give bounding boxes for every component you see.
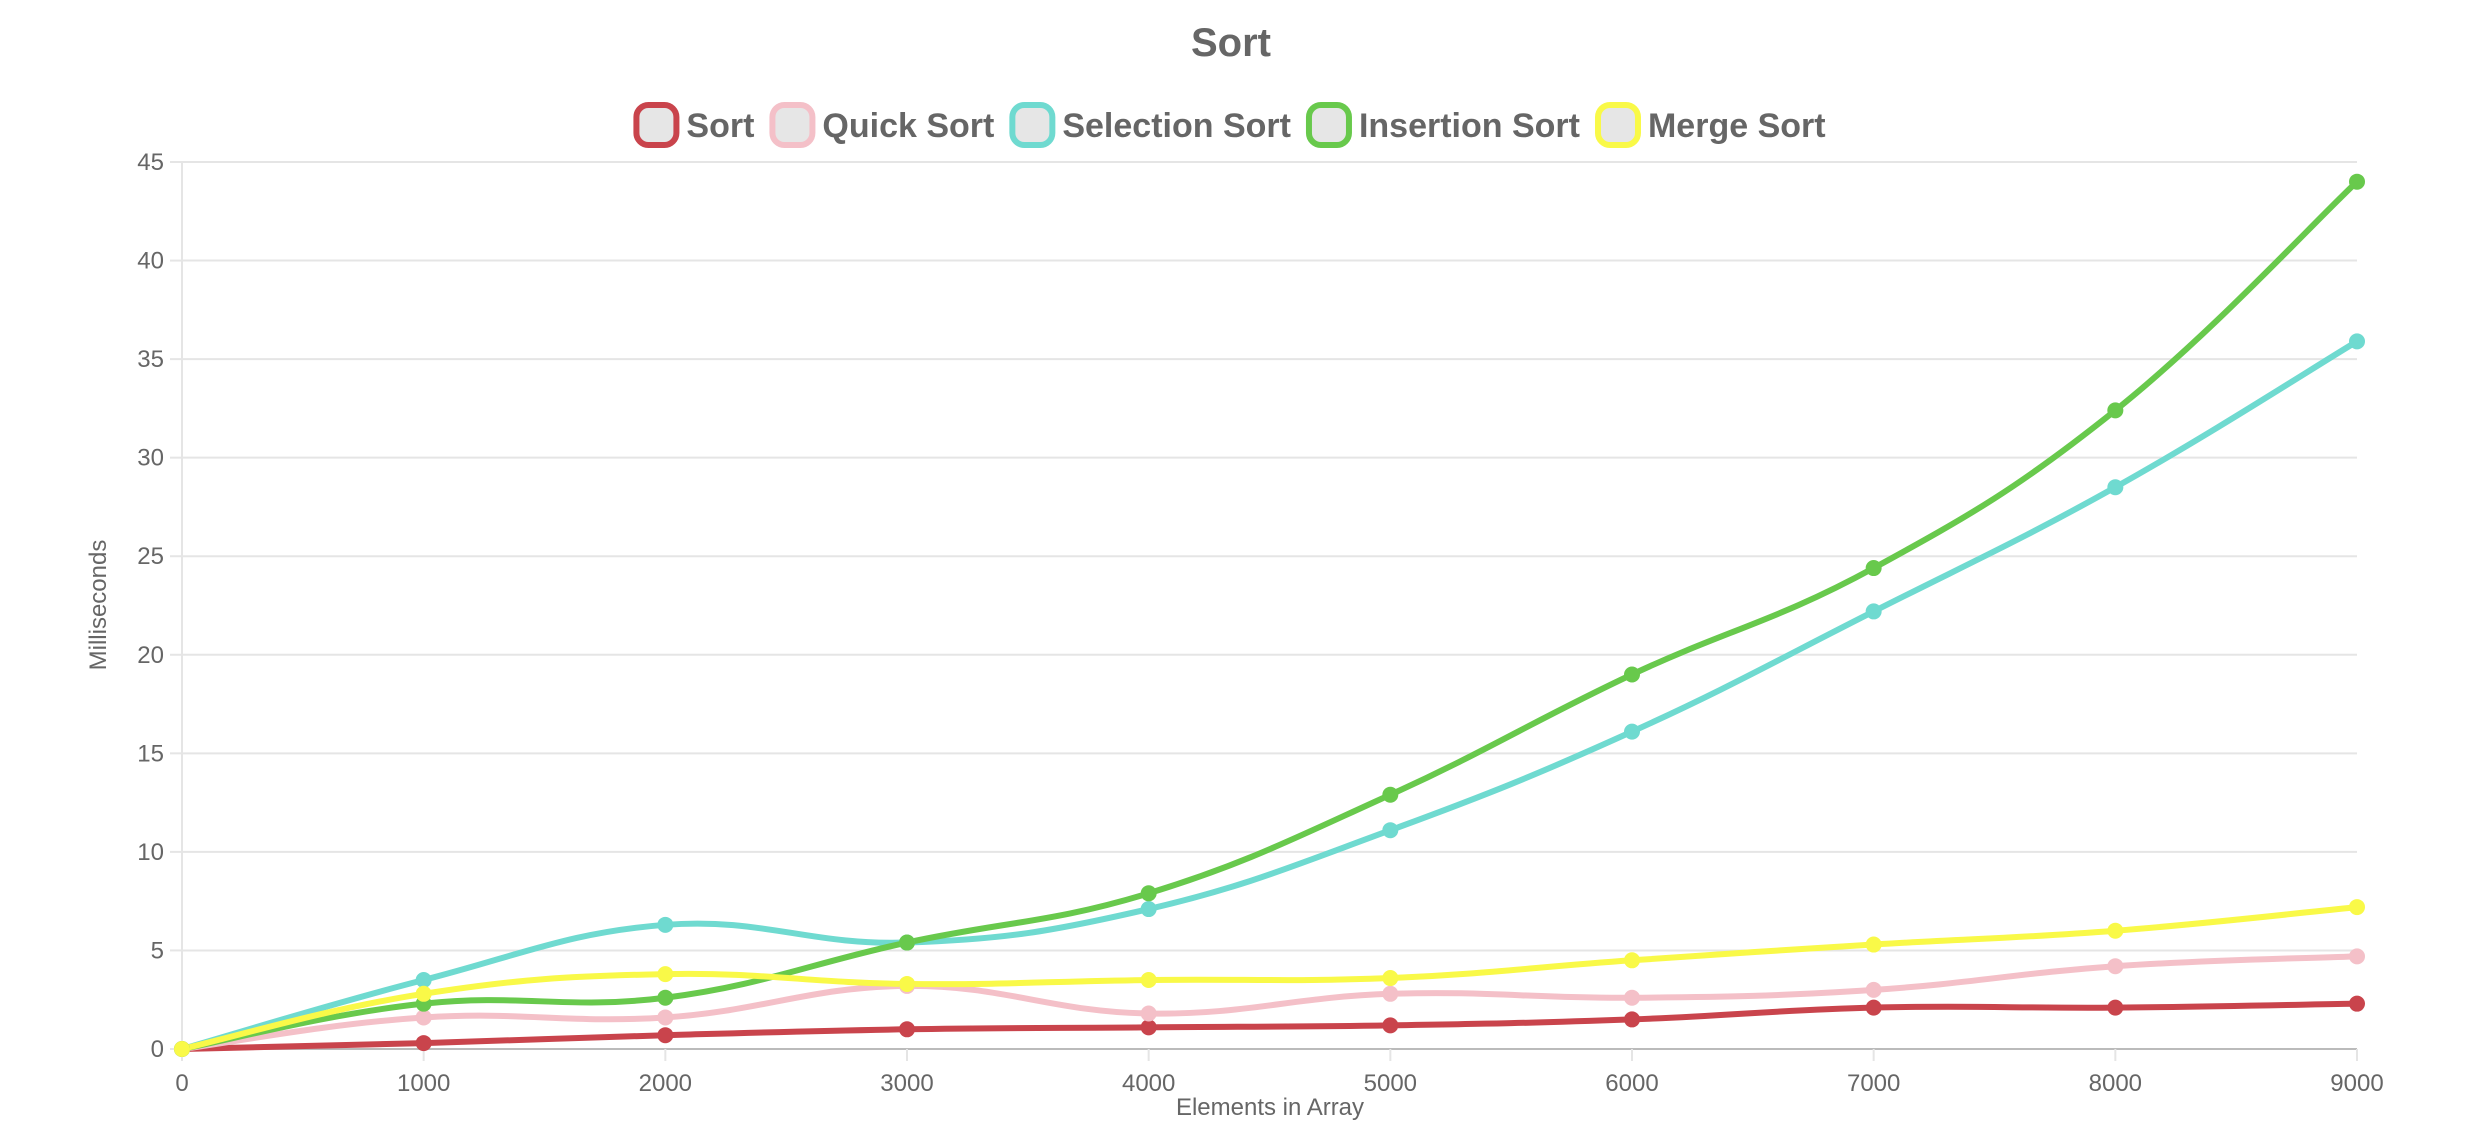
series-line-quick-sort	[179, 953, 2360, 1052]
series-points	[174, 173, 2365, 1057]
data-point-selection-sort[interactable]	[657, 916, 674, 933]
data-point-selection-sort[interactable]	[1140, 901, 1157, 918]
y-tick-label: 0	[151, 1036, 164, 1063]
legend-swatch	[633, 102, 680, 148]
data-point-sort[interactable]	[1624, 1011, 1640, 1028]
data-point-insertion-sort[interactable]	[2107, 402, 2124, 419]
data-point-insertion-sort[interactable]	[1624, 666, 1640, 683]
y-tick-label: 45	[137, 149, 164, 176]
data-point-selection-sort[interactable]	[1865, 603, 1882, 620]
x-tick-label: 2000	[639, 1070, 692, 1097]
grid	[170, 161, 2358, 1061]
data-point-insertion-sort[interactable]	[1382, 786, 1399, 803]
data-point-sort[interactable]	[1382, 1017, 1399, 1034]
series-lines	[179, 178, 2360, 1052]
data-point-selection-sort[interactable]	[2349, 333, 2365, 350]
data-point-insertion-sort[interactable]	[1865, 560, 1882, 577]
data-point-insertion-sort[interactable]	[899, 934, 915, 951]
x-tick-label: 5000	[1364, 1070, 1417, 1097]
data-point-sort[interactable]	[2349, 995, 2365, 1012]
x-tick-label: 8000	[2089, 1070, 2142, 1097]
data-point-sort[interactable]	[657, 1027, 674, 1044]
legend-label: Merge Sort	[1648, 107, 1826, 145]
data-point-merge-sort[interactable]	[415, 985, 432, 1002]
data-point-selection-sort[interactable]	[1382, 822, 1399, 839]
data-point-selection-sort[interactable]	[1624, 723, 1640, 740]
y-tick-label: 5	[151, 937, 164, 964]
data-point-sort[interactable]	[2107, 999, 2124, 1016]
legend-swatch	[1305, 102, 1352, 148]
x-tick-label: 1000	[397, 1070, 450, 1097]
y-axis-label: Milliseconds	[85, 540, 112, 671]
legend-item-merge-sort[interactable]: Merge Sort	[1594, 102, 1826, 148]
data-point-quick-sort[interactable]	[657, 1009, 674, 1026]
data-point-merge-sort[interactable]	[657, 966, 674, 983]
legend-item-quick-sort[interactable]: Quick Sort	[769, 102, 994, 148]
y-tick-label: 10	[137, 839, 164, 866]
data-point-merge-sort[interactable]	[899, 975, 915, 992]
x-axis: 0 1000 2000 3000 4000 5000 6000 7000 8000 9000	[175, 1070, 2383, 1097]
data-point-quick-sort[interactable]	[1382, 985, 1399, 1002]
legend-item-selection-sort[interactable]: Selection Sort	[1009, 102, 1291, 148]
data-point-quick-sort[interactable]	[1865, 981, 1882, 998]
x-axis-label: Elements in Array	[1176, 1094, 1364, 1121]
legend-item-sort[interactable]: Sort	[633, 102, 754, 148]
data-point-insertion-sort[interactable]	[2349, 173, 2365, 190]
x-tick-label: 3000	[880, 1070, 933, 1097]
y-tick-label: 35	[137, 346, 164, 373]
legend-label: Sort	[686, 107, 754, 145]
data-point-sort[interactable]	[1140, 1019, 1157, 1036]
data-point-merge-sort[interactable]	[1140, 972, 1157, 989]
x-tick-label: 4000	[1122, 1070, 1175, 1097]
data-point-merge-sort[interactable]	[2107, 922, 2124, 939]
data-point-merge-sort[interactable]	[1865, 936, 1882, 953]
legend-swatch	[769, 102, 816, 148]
data-point-quick-sort[interactable]	[2349, 948, 2365, 965]
legend: Sort Quick Sort Selection Sort Insertion So…	[633, 102, 1826, 148]
legend-item-insertion-sort[interactable]: Insertion Sort	[1305, 102, 1580, 148]
data-point-quick-sort[interactable]	[415, 1009, 432, 1026]
data-point-merge-sort[interactable]	[1382, 970, 1399, 987]
y-tick-label: 25	[137, 543, 164, 570]
series-line-merge-sort	[179, 904, 2360, 1052]
legend-label: Selection Sort	[1062, 107, 1291, 145]
data-point-quick-sort[interactable]	[1140, 1005, 1157, 1022]
data-point-insertion-sort[interactable]	[1140, 885, 1157, 902]
data-point-quick-sort[interactable]	[1624, 989, 1640, 1006]
data-point-sort[interactable]	[899, 1021, 915, 1038]
data-point-merge-sort[interactable]	[1624, 952, 1640, 969]
x-tick-label: 6000	[1605, 1070, 1658, 1097]
y-axis: 0 5 10 15 20 25 30 35 40 45	[137, 149, 164, 1063]
legend-swatch	[1594, 102, 1641, 148]
x-tick-label: 7000	[1847, 1070, 1900, 1097]
series-line-selection-sort	[179, 338, 2360, 1052]
data-point-merge-sort[interactable]	[174, 1041, 190, 1057]
data-point-merge-sort[interactable]	[2349, 899, 2365, 916]
data-point-selection-sort[interactable]	[415, 972, 432, 989]
y-tick-label: 40	[137, 248, 164, 275]
y-tick-label: 15	[137, 740, 164, 767]
x-tick-label: 0	[175, 1070, 188, 1097]
series-line-sort	[179, 1000, 2360, 1052]
data-point-sort[interactable]	[1865, 999, 1882, 1016]
x-tick-label: 9000	[2330, 1070, 2383, 1097]
data-point-sort[interactable]	[415, 1035, 432, 1052]
legend-swatch	[1009, 102, 1056, 148]
y-tick-label: 20	[137, 642, 164, 669]
data-point-selection-sort[interactable]	[2107, 479, 2124, 496]
data-point-quick-sort[interactable]	[2107, 958, 2124, 975]
legend-label: Quick Sort	[822, 107, 994, 145]
chart-title: Sort	[1191, 21, 1271, 65]
y-tick-label: 30	[137, 445, 164, 472]
data-point-insertion-sort[interactable]	[657, 989, 674, 1006]
series-line-insertion-sort	[179, 178, 2360, 1052]
legend-label: Insertion Sort	[1359, 107, 1580, 145]
